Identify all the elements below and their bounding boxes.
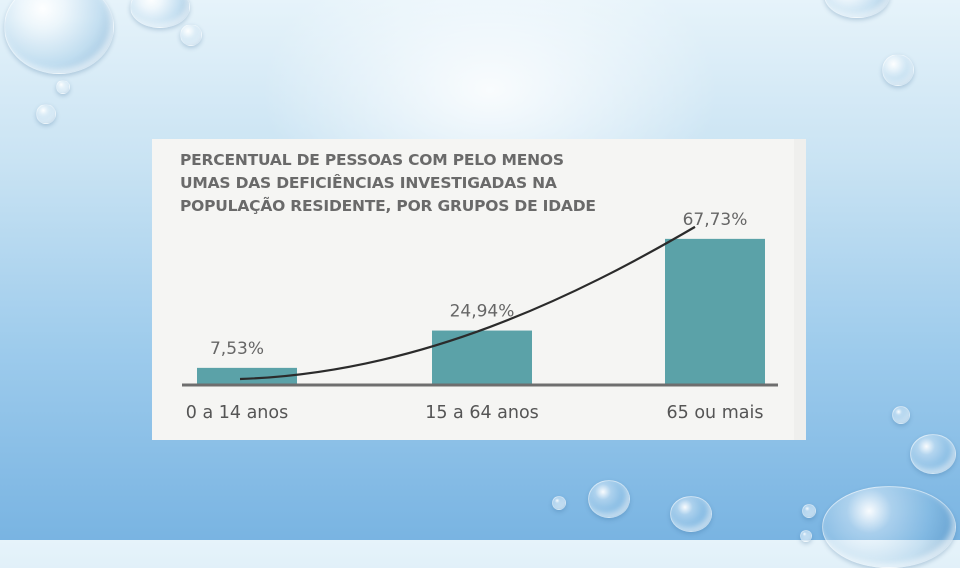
chart-card: PERCENTUAL DE PESSOAS COM PELO MENOS UMA… (152, 139, 806, 440)
chart-title-line: POPULAÇÃO RESIDENTE, POR GRUPOS DE IDADE (180, 197, 596, 215)
category-label: 65 ou mais (667, 403, 764, 423)
value-label: 7,53% (210, 339, 264, 359)
category-label: 0 a 14 anos (186, 403, 288, 423)
category-label: 15 a 64 anos (425, 403, 539, 423)
bar-chart: 7,53% 0 a 14 anos 24,94% 15 a 64 anos 67,73%… (182, 210, 778, 423)
trend-curve (239, 225, 696, 381)
water-drop (910, 434, 956, 474)
water-drop (130, 0, 190, 28)
chart-title: PERCENTUAL DE PESSOAS COM PELO MENOS UMA… (180, 149, 680, 218)
water-drop (670, 496, 712, 532)
chart-title-line: PERCENTUAL DE PESSOAS COM PELO MENOS (180, 151, 564, 169)
water-drop (56, 80, 70, 94)
chart-title-line: UMAS DAS DEFICIÊNCIAS INVESTIGADAS NA (180, 174, 557, 192)
water-drop (882, 54, 914, 86)
value-label: 24,94% (450, 302, 515, 322)
bar-0 (197, 367, 297, 384)
value-label: 67,73% (683, 210, 748, 230)
water-drop (892, 406, 910, 424)
water-drop (822, 486, 956, 568)
water-drop (4, 0, 114, 74)
bar-1 (432, 330, 532, 384)
water-drop (588, 480, 630, 518)
water-drop (800, 530, 812, 542)
bar-2 (665, 238, 765, 384)
water-drop (180, 24, 202, 46)
water-drop (36, 104, 56, 124)
water-drop (552, 496, 566, 510)
water-drop (824, 0, 890, 18)
water-drop (802, 504, 816, 518)
card-edge (794, 139, 806, 440)
